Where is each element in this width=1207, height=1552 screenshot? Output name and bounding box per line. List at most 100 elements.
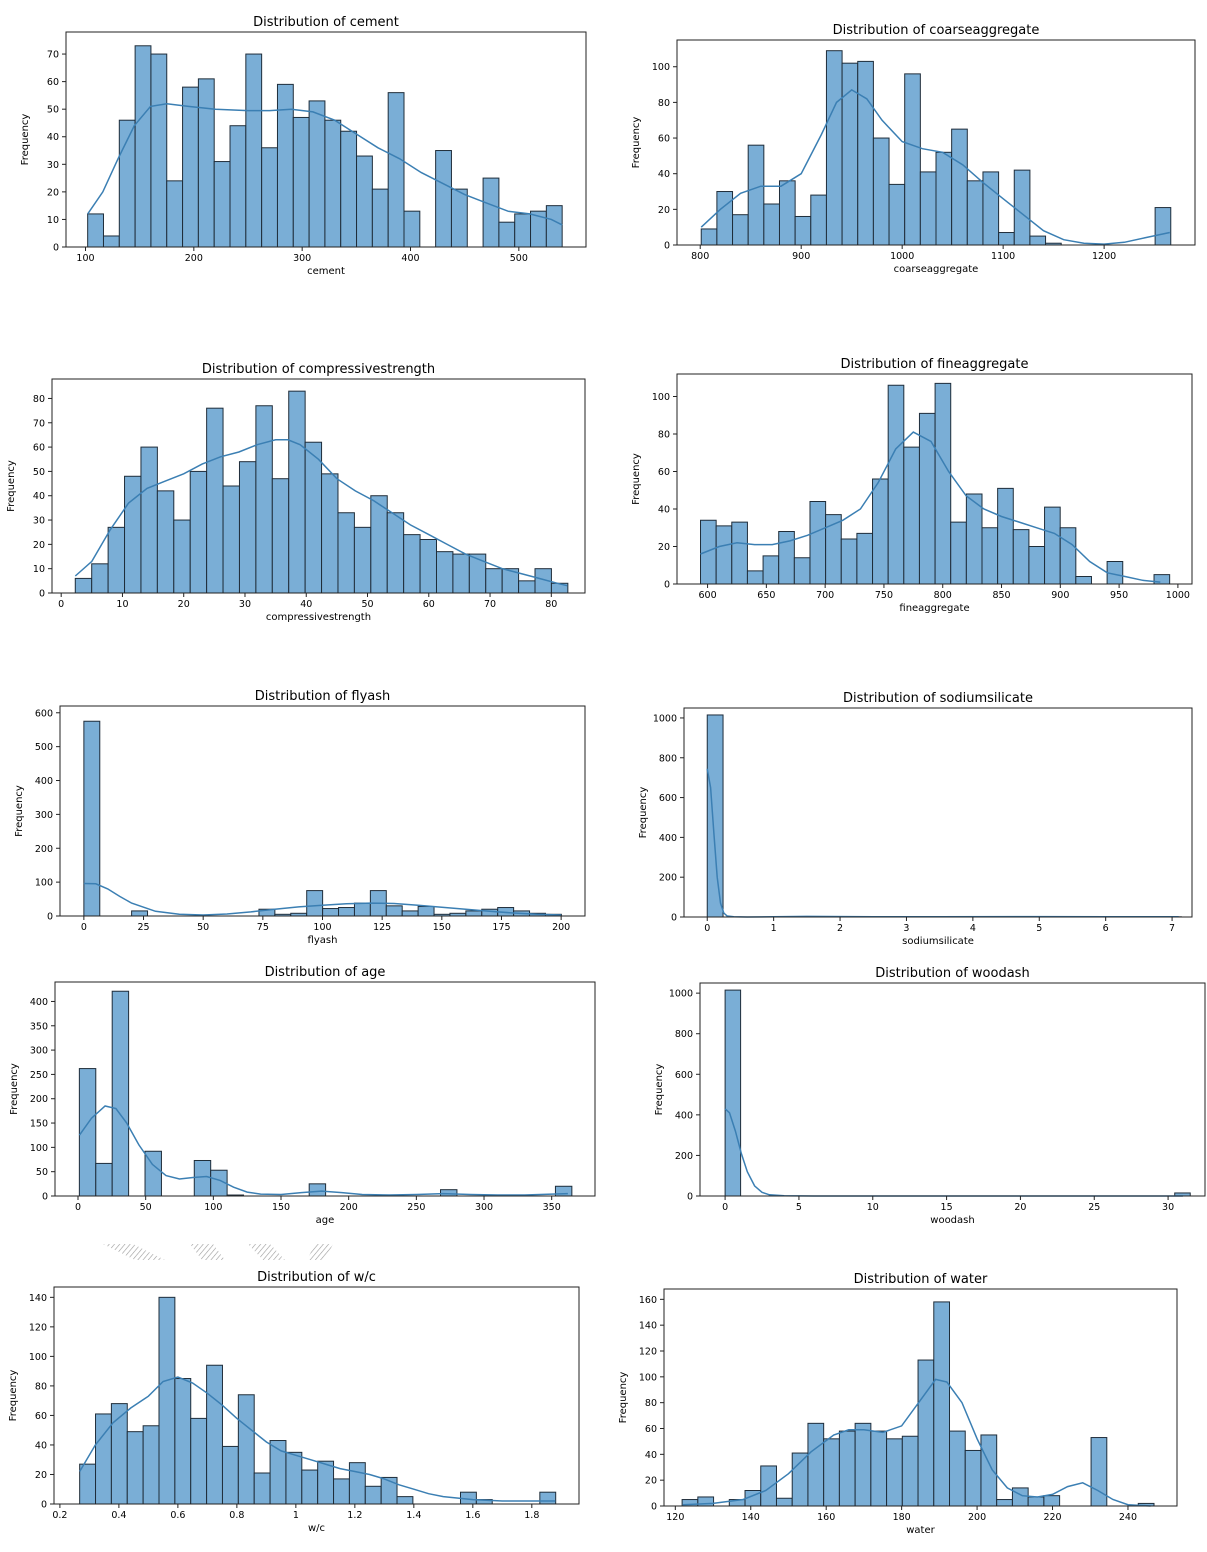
y-tick-label: 0 xyxy=(687,1192,693,1203)
y-tick-label: 160 xyxy=(639,1295,657,1306)
histogram-bar xyxy=(966,180,984,246)
histogram-bar xyxy=(419,539,437,594)
plot-frame xyxy=(699,982,1206,1197)
histogram-bar xyxy=(823,1438,840,1507)
kde-curve xyxy=(724,1108,1183,1197)
histogram-bar xyxy=(197,78,215,248)
y-axis-label: Frequency xyxy=(9,1063,20,1115)
histogram-bar xyxy=(435,551,454,594)
y-tick-label: 30 xyxy=(47,160,59,171)
x-tick-label: 25 xyxy=(137,922,149,933)
chart-svg: Distribution of flyash 0 25 50 75 100 125 150 17… xyxy=(14,689,586,946)
histogram-bar xyxy=(83,720,101,917)
x-tick-label: 350 xyxy=(543,1202,561,1213)
x-tick-label: 120 xyxy=(666,1512,684,1523)
histogram-bar xyxy=(1027,1496,1045,1507)
y-tick-label: 10 xyxy=(33,564,45,575)
histogram-bar xyxy=(371,188,389,248)
x-tick-label: 750 xyxy=(875,590,893,601)
histogram-bar xyxy=(775,1497,793,1507)
histogram-bar xyxy=(150,53,168,248)
histogram-bar xyxy=(746,570,764,585)
histogram-bar xyxy=(935,151,953,246)
chart-flyash: Distribution of flyash 0 25 50 75 100 125 150 17… xyxy=(10,687,595,952)
y-tick-label: 200 xyxy=(30,1094,48,1105)
histogram-bar xyxy=(353,902,371,917)
histogram-bar xyxy=(545,205,563,248)
histogram-bar xyxy=(1075,576,1092,585)
histogram-bar xyxy=(403,534,421,594)
x-tick-label: 1.8 xyxy=(524,1510,539,1521)
histogram-bar xyxy=(981,527,999,585)
histogram-bar xyxy=(222,485,240,594)
histogram-bar xyxy=(206,407,224,594)
x-tick-label: 7 xyxy=(1169,923,1175,934)
chart-title: Distribution of cement xyxy=(253,15,399,30)
histogram-bar xyxy=(304,441,323,594)
y-axis-label: Frequency xyxy=(20,114,31,166)
histogram-bar xyxy=(321,473,339,594)
y-tick-label: 20 xyxy=(658,205,670,216)
histogram-bar xyxy=(731,521,748,585)
histogram-bar xyxy=(1090,1437,1108,1507)
y-tick-label: 150 xyxy=(30,1119,48,1130)
histogram-bar xyxy=(998,232,1015,246)
histogram-bar xyxy=(1154,207,1172,246)
histogram-bar xyxy=(482,177,500,248)
x-tick-label: 1000 xyxy=(1166,590,1190,601)
x-tick-label: 1.6 xyxy=(465,1510,480,1521)
y-tick-label: 80 xyxy=(33,394,45,405)
y-axis-label: Frequency xyxy=(8,1370,19,1422)
x-tick-label: 0.4 xyxy=(111,1510,126,1521)
chart-svg: Distribution of compressivestrength 0 10 20… xyxy=(6,362,586,623)
histogram-bar xyxy=(385,905,403,917)
histogram-bar xyxy=(452,553,470,594)
chart-svg: Distribution of sodiumsilicate 0 1 2 3 4 5 6 7 0 2… xyxy=(638,691,1193,947)
x-axis-label: fineaggregate xyxy=(899,603,969,614)
histogram-bar xyxy=(933,1301,951,1507)
histogram-bar xyxy=(301,1469,319,1505)
x-tick-label: 850 xyxy=(992,590,1010,601)
histogram-bar xyxy=(338,907,355,917)
x-tick-label: 300 xyxy=(293,253,311,264)
x-tick-label: 100 xyxy=(204,1202,222,1213)
plot-frame xyxy=(54,981,596,1197)
y-axis-label: Frequency xyxy=(14,785,25,837)
y-tick-label: 0 xyxy=(39,589,45,600)
histogram-bar xyxy=(715,525,733,585)
histogram-bar xyxy=(838,1430,856,1507)
y-tick-label: 100 xyxy=(639,1372,657,1383)
y-tick-label: 0 xyxy=(42,1192,48,1203)
x-tick-label: 10 xyxy=(867,1202,879,1213)
y-tick-label: 100 xyxy=(652,392,670,403)
histogram-bar xyxy=(1059,527,1077,585)
chart-title: Distribution of flyash xyxy=(255,689,391,704)
histogram-bar xyxy=(134,45,152,248)
x-tick-label: 15 xyxy=(941,1202,953,1213)
x-axis-label: age xyxy=(316,1215,335,1226)
histogram-bar xyxy=(142,1425,160,1505)
x-tick-label: 30 xyxy=(1162,1202,1174,1213)
y-tick-label: 60 xyxy=(658,467,670,478)
histogram-bar xyxy=(288,390,306,594)
y-tick-label: 40 xyxy=(47,132,59,143)
histogram-bar xyxy=(324,119,342,248)
histogram-bar xyxy=(401,910,419,917)
x-axis-label: sodiumsilicate xyxy=(902,936,974,947)
x-tick-label: 950 xyxy=(1110,590,1128,601)
histogram-bar xyxy=(253,1472,271,1505)
chart-title: Distribution of woodash xyxy=(875,966,1029,981)
histogram-bar xyxy=(917,1359,935,1507)
histogram-bar xyxy=(74,577,93,594)
kde-curve xyxy=(700,88,1170,245)
hatch-artifact xyxy=(103,1244,333,1260)
y-tick-label: 70 xyxy=(47,50,59,61)
x-tick-label: 60 xyxy=(423,599,435,610)
histogram-bar xyxy=(306,890,324,917)
x-tick-label: 200 xyxy=(968,1512,986,1523)
x-tick-label: 10 xyxy=(116,599,128,610)
histogram-bar xyxy=(173,519,191,594)
x-tick-label: 0 xyxy=(704,923,710,934)
